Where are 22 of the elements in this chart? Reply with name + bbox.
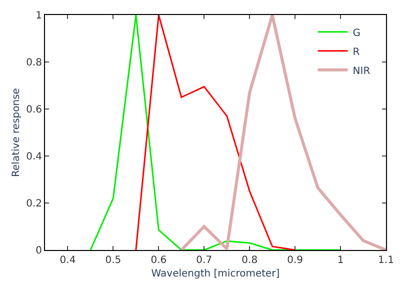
x-tick-label: 0.7 [196, 255, 212, 266]
x-tick-label: 0.6 [150, 255, 167, 266]
y-tick-label: 0.4 [26, 152, 42, 162]
x-tick-label: 0.5 [105, 255, 122, 266]
y-tick-label: 0 [36, 246, 42, 256]
legend-label: G [352, 28, 361, 39]
y-tick-label: 0.6 [26, 104, 42, 116]
legend-label: NIR [352, 66, 370, 77]
x-tick-label: 1 [337, 255, 344, 266]
x-tick-label: 1.1 [378, 255, 394, 266]
legend-label: R [352, 46, 360, 58]
line-series [90, 15, 342, 250]
y-tick-label: 1 [36, 10, 42, 22]
y-tick-label: 0.2 [26, 198, 42, 210]
x-tick-label: 0.8 [242, 255, 258, 266]
x-tick-label: 0.9 [287, 255, 304, 266]
line-series [180, 15, 386, 250]
y-axis-title: Relative response [11, 88, 22, 177]
y-tick-label: 0.8 [26, 58, 42, 68]
x-tick-label: 0.4 [60, 255, 76, 266]
x-axis-title: Wavelength [micrometer] [151, 268, 280, 280]
line-series [135, 15, 296, 250]
